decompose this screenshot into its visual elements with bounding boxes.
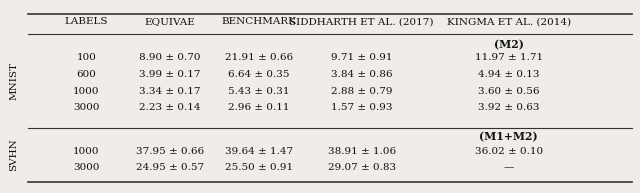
Text: 38.91 ± 1.06: 38.91 ± 1.06 xyxy=(328,146,396,156)
Text: 1000: 1000 xyxy=(73,146,100,156)
Text: 36.02 ± 0.10: 36.02 ± 0.10 xyxy=(475,146,543,156)
Text: MNIST: MNIST xyxy=(10,62,19,100)
Text: 8.90 ± 0.70: 8.90 ± 0.70 xyxy=(139,53,200,63)
Text: 11.97 ± 1.71: 11.97 ± 1.71 xyxy=(475,53,543,63)
Text: 4.94 ± 0.13: 4.94 ± 0.13 xyxy=(478,70,540,79)
Text: 6.64 ± 0.35: 6.64 ± 0.35 xyxy=(228,70,290,79)
Text: —: — xyxy=(504,163,514,172)
Text: 24.95 ± 0.57: 24.95 ± 0.57 xyxy=(136,163,204,172)
Text: SIDDHARTH ET AL. (2017): SIDDHARTH ET AL. (2017) xyxy=(289,18,434,26)
Text: 3.84 ± 0.86: 3.84 ± 0.86 xyxy=(331,70,392,79)
Text: 3000: 3000 xyxy=(73,103,100,112)
Text: 37.95 ± 0.66: 37.95 ± 0.66 xyxy=(136,146,204,156)
Text: BENCHMARK: BENCHMARK xyxy=(222,18,296,26)
Text: 3.99 ± 0.17: 3.99 ± 0.17 xyxy=(139,70,200,79)
Text: 3.60 ± 0.56: 3.60 ± 0.56 xyxy=(478,86,540,96)
Text: 3.34 ± 0.17: 3.34 ± 0.17 xyxy=(139,86,200,96)
Text: 600: 600 xyxy=(76,70,97,79)
Text: EQUIVAE: EQUIVAE xyxy=(144,18,195,26)
Text: 25.50 ± 0.91: 25.50 ± 0.91 xyxy=(225,163,293,172)
Text: SVHN: SVHN xyxy=(10,139,19,171)
Text: 2.88 ± 0.79: 2.88 ± 0.79 xyxy=(331,86,392,96)
Text: 39.64 ± 1.47: 39.64 ± 1.47 xyxy=(225,146,293,156)
Text: LABELS: LABELS xyxy=(65,18,108,26)
Text: 9.71 ± 0.91: 9.71 ± 0.91 xyxy=(331,53,392,63)
Text: 29.07 ± 0.83: 29.07 ± 0.83 xyxy=(328,163,396,172)
Text: 21.91 ± 0.66: 21.91 ± 0.66 xyxy=(225,53,293,63)
Text: 3000: 3000 xyxy=(73,163,100,172)
Text: 100: 100 xyxy=(76,53,97,63)
Text: KINGMA ET AL. (2014): KINGMA ET AL. (2014) xyxy=(447,18,571,26)
Text: (M1+M2): (M1+M2) xyxy=(479,131,538,142)
Text: 2.96 ± 0.11: 2.96 ± 0.11 xyxy=(228,103,290,112)
Text: 5.43 ± 0.31: 5.43 ± 0.31 xyxy=(228,86,290,96)
Text: 2.23 ± 0.14: 2.23 ± 0.14 xyxy=(139,103,200,112)
Text: 1.57 ± 0.93: 1.57 ± 0.93 xyxy=(331,103,392,112)
Text: 1000: 1000 xyxy=(73,86,100,96)
Text: (M2): (M2) xyxy=(494,40,524,51)
Text: 3.92 ± 0.63: 3.92 ± 0.63 xyxy=(478,103,540,112)
